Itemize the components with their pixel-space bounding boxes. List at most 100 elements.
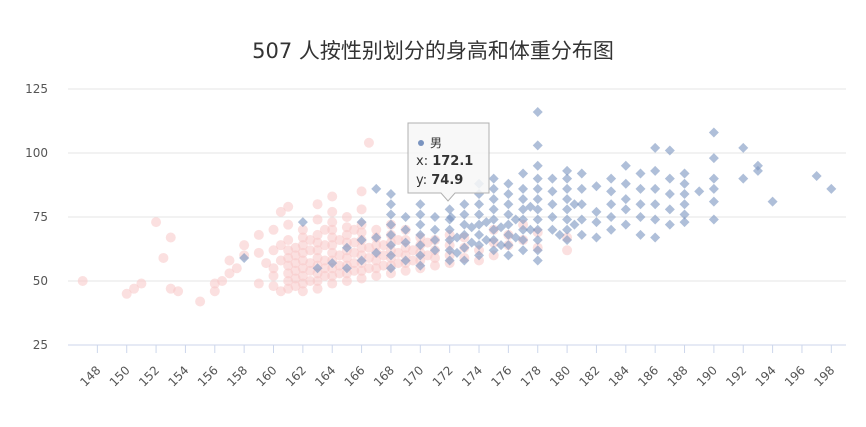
female-point[interactable]: [327, 217, 338, 228]
male-point[interactable]: [532, 107, 543, 118]
male-point[interactable]: [650, 183, 661, 194]
male-point[interactable]: [415, 250, 426, 261]
male-point[interactable]: [444, 224, 455, 235]
female-point[interactable]: [312, 229, 323, 240]
male-point[interactable]: [576, 229, 587, 240]
male-point[interactable]: [562, 183, 573, 194]
male-point[interactable]: [650, 142, 661, 153]
male-point[interactable]: [635, 183, 646, 194]
male-point[interactable]: [664, 219, 675, 230]
male-point[interactable]: [400, 255, 411, 266]
female-point[interactable]: [151, 217, 162, 228]
male-point[interactable]: [452, 247, 462, 258]
female-point[interactable]: [474, 255, 485, 266]
male-point[interactable]: [327, 258, 338, 269]
female-point[interactable]: [356, 242, 367, 253]
male-point[interactable]: [474, 229, 485, 240]
male-point[interactable]: [547, 224, 558, 235]
male-point[interactable]: [503, 199, 514, 210]
male-point[interactable]: [532, 140, 543, 151]
male-point[interactable]: [474, 199, 485, 210]
male-point[interactable]: [679, 199, 690, 210]
male-point[interactable]: [532, 160, 543, 171]
female-point[interactable]: [275, 206, 286, 217]
female-point[interactable]: [400, 250, 411, 261]
male-point[interactable]: [664, 204, 675, 215]
female-point[interactable]: [253, 278, 264, 289]
male-point[interactable]: [444, 255, 455, 266]
female-point[interactable]: [195, 296, 206, 307]
female-point[interactable]: [319, 240, 330, 251]
male-point[interactable]: [341, 242, 352, 253]
male-point[interactable]: [488, 173, 499, 184]
male-point[interactable]: [459, 242, 470, 253]
male-point[interactable]: [738, 142, 749, 153]
male-point[interactable]: [415, 219, 426, 230]
male-point[interactable]: [591, 232, 602, 243]
male-point[interactable]: [356, 235, 367, 246]
male-point[interactable]: [620, 204, 631, 215]
female-point[interactable]: [327, 240, 338, 251]
male-point[interactable]: [518, 214, 529, 225]
female-point[interactable]: [341, 252, 352, 263]
male-point[interactable]: [488, 235, 499, 246]
male-point[interactable]: [562, 235, 573, 246]
female-point[interactable]: [305, 245, 316, 256]
male-point[interactable]: [429, 235, 440, 246]
female-point[interactable]: [312, 214, 323, 225]
female-point[interactable]: [158, 252, 169, 263]
female-point[interactable]: [297, 224, 308, 235]
male-point[interactable]: [385, 240, 396, 251]
male-point[interactable]: [312, 263, 323, 274]
male-point[interactable]: [444, 204, 455, 215]
male-point[interactable]: [635, 168, 646, 179]
male-point[interactable]: [752, 160, 763, 171]
male-point[interactable]: [532, 214, 543, 225]
male-point[interactable]: [341, 263, 352, 274]
male-point[interactable]: [591, 217, 602, 228]
male-point[interactable]: [532, 183, 543, 194]
male-point[interactable]: [518, 224, 529, 235]
female-point[interactable]: [297, 270, 308, 281]
male-point[interactable]: [694, 186, 705, 197]
male-point[interactable]: [569, 199, 580, 210]
female-point[interactable]: [319, 224, 330, 235]
female-point[interactable]: [268, 270, 279, 281]
male-point[interactable]: [635, 199, 646, 210]
male-point[interactable]: [811, 171, 822, 182]
female-point[interactable]: [312, 245, 323, 256]
male-point[interactable]: [562, 194, 573, 205]
male-point[interactable]: [385, 263, 396, 274]
male-point[interactable]: [356, 217, 367, 228]
male-point[interactable]: [620, 178, 631, 189]
male-point[interactable]: [510, 214, 521, 225]
female-point[interactable]: [341, 237, 352, 248]
male-point[interactable]: [518, 235, 529, 246]
male-point[interactable]: [415, 199, 426, 210]
male-point[interactable]: [606, 173, 617, 184]
female-point[interactable]: [239, 240, 250, 251]
male-point[interactable]: [547, 199, 558, 210]
female-point[interactable]: [341, 229, 352, 240]
female-point[interactable]: [356, 227, 367, 238]
female-point[interactable]: [363, 137, 374, 148]
female-point[interactable]: [334, 268, 345, 279]
male-point[interactable]: [554, 229, 565, 240]
male-point[interactable]: [474, 250, 485, 261]
female-point[interactable]: [356, 186, 367, 197]
male-point[interactable]: [518, 194, 529, 205]
male-point[interactable]: [606, 199, 617, 210]
male-point[interactable]: [532, 204, 543, 215]
male-point[interactable]: [488, 204, 499, 215]
male-point[interactable]: [562, 204, 573, 215]
male-point[interactable]: [547, 212, 558, 222]
female-point[interactable]: [136, 278, 147, 289]
female-point[interactable]: [129, 283, 140, 294]
male-point[interactable]: [415, 229, 426, 240]
female-point[interactable]: [319, 270, 330, 281]
male-point[interactable]: [708, 127, 719, 138]
male-point[interactable]: [562, 173, 573, 184]
male-point[interactable]: [385, 209, 396, 220]
male-point[interactable]: [474, 240, 485, 251]
male-point[interactable]: [576, 183, 587, 194]
